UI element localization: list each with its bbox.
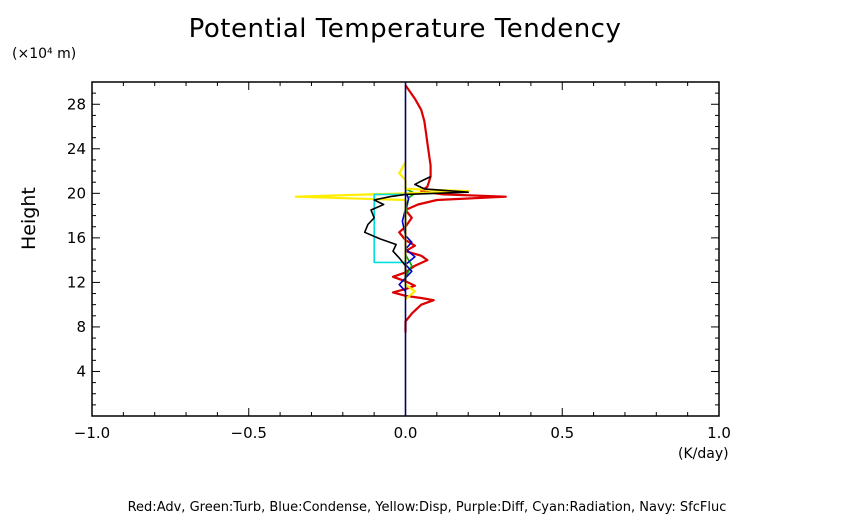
y-tick-label: 20: [67, 184, 86, 202]
series-line-disp: [294, 161, 470, 300]
x-tick-label: 0.5: [550, 424, 574, 442]
y-tick-label: 16: [67, 229, 86, 247]
y-tick-label: 8: [76, 318, 86, 336]
y-tick-label: 24: [67, 140, 86, 158]
y-tick-label: 12: [67, 273, 86, 291]
y-tick-label: 4: [76, 362, 86, 380]
series-line-adv: [391, 84, 507, 333]
legend-caption: Red:Adv, Green:Turb, Blue:Condense, Yell…: [127, 500, 727, 515]
x-tick-label: −1.0: [74, 424, 110, 442]
x-axis-unit: (K/day): [678, 446, 729, 462]
y-tick-label: 28: [67, 95, 86, 113]
x-tick-label: −0.5: [231, 424, 267, 442]
series-line-radiation: [373, 193, 406, 264]
chart-title: Potential Temperature Tendency: [188, 14, 622, 44]
x-tick-label: 1.0: [707, 424, 731, 442]
x-tick-label: 0.0: [394, 424, 418, 442]
y-axis-unit: (×10⁴ m): [12, 46, 77, 62]
series-line-total: [363, 175, 470, 283]
